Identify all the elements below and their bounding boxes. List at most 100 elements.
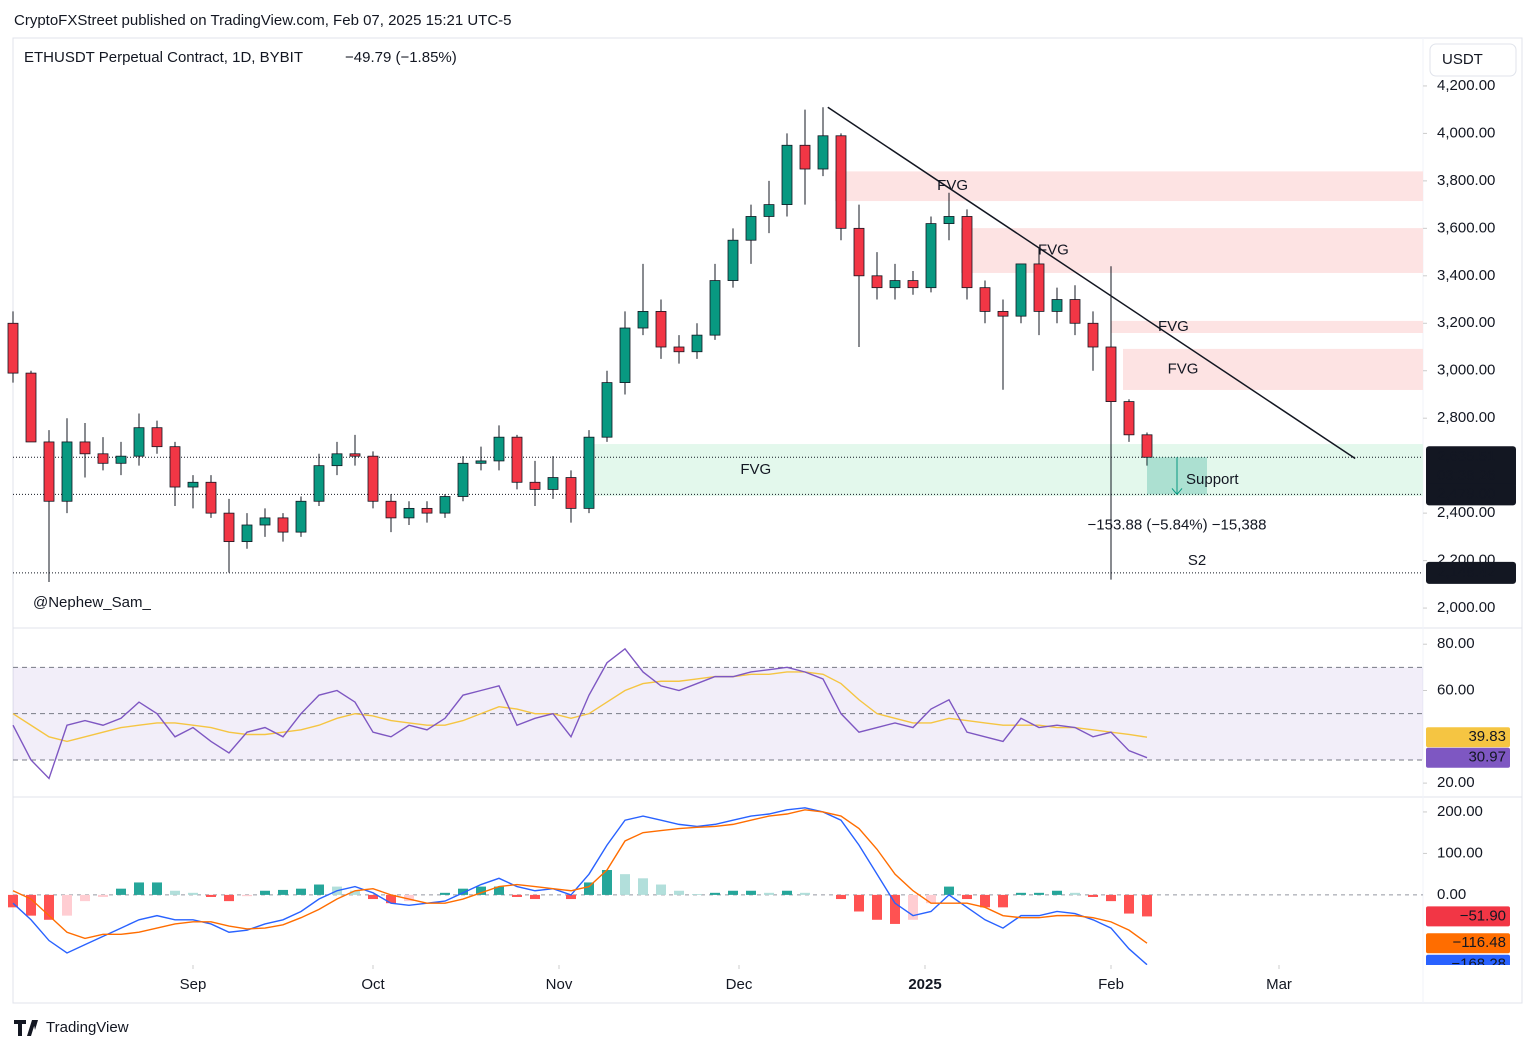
candle-body (241, 524, 253, 543)
macd-histogram-bar (674, 890, 684, 895)
macd-histogram-bar (98, 894, 108, 897)
candle-body (961, 216, 973, 289)
macd-histogram-bar (710, 892, 720, 895)
candle-body (7, 322, 19, 374)
candle-body (1141, 434, 1153, 458)
candle-body (43, 441, 55, 502)
y-tick-label: 200.00 (1437, 803, 1483, 820)
macd-histogram-bar (116, 888, 126, 895)
pane: 0.00 100.00 200.00 −168.28 −116.48 −51.90 (8, 803, 1510, 965)
macd-histogram-bar (260, 890, 270, 895)
level-badge (1426, 561, 1516, 584)
pane: 20.00 60.00 80.00 39.83 30.97 (12, 635, 1510, 791)
candle-body (799, 144, 811, 170)
y-tick-label: 2,800.00 (1437, 409, 1495, 426)
macd-histogram-bar (872, 894, 882, 920)
fvg-label: FVG (1038, 241, 1069, 258)
value-badge (1426, 727, 1510, 748)
y-tick-label: 2,400.00 (1437, 504, 1495, 521)
macd-histogram-bar (224, 894, 234, 902)
countdown: 03:38:26 (1437, 467, 1495, 484)
tv-logo (14, 1020, 38, 1036)
fvg-zone (589, 444, 1423, 497)
macd-histogram-bar (944, 886, 954, 895)
fvg-zone (1123, 348, 1423, 390)
value-badge (1426, 933, 1510, 954)
value-badge-label: 30.97 (1468, 749, 1506, 766)
candle-body (115, 455, 127, 464)
macd-histogram-bar (836, 894, 846, 900)
macd-histogram-bar (62, 894, 72, 916)
candle-body (781, 144, 793, 206)
candle-body (493, 436, 505, 462)
y-tick-label: 3,000.00 (1437, 362, 1495, 379)
candle-body (637, 311, 649, 329)
macd-histogram-bar (440, 892, 450, 895)
macd-histogram-bar (962, 894, 972, 900)
candle-body (889, 280, 901, 289)
candle-body (331, 453, 343, 467)
candle-body (1069, 299, 1081, 324)
candle-body (745, 216, 757, 241)
candle-body (709, 280, 721, 336)
s2-label: S2 (1188, 552, 1206, 569)
y-tick-label: 4,200.00 (1437, 77, 1495, 94)
candle-body (871, 275, 883, 289)
macd-histogram-bar (386, 894, 396, 904)
currency[interactable]: USDT (1442, 51, 1483, 68)
macd-histogram-bar (1034, 892, 1044, 895)
macd-histogram-bar (170, 890, 180, 895)
candle-body (61, 441, 73, 502)
y-tick-label: 100.00 (1437, 844, 1483, 861)
candle-body (673, 346, 685, 353)
macd-histogram-bar (494, 886, 504, 895)
x-tick-label: Mar (1266, 976, 1292, 993)
macd-histogram-bar (1142, 894, 1152, 917)
indicator-line (12, 809, 1148, 944)
y-tick-label: 20.00 (1437, 774, 1475, 791)
y-tick-label: 0.00 (1437, 886, 1466, 903)
macd-histogram-bar (584, 882, 594, 895)
macd-histogram-bar (8, 894, 18, 908)
candle-body (727, 239, 739, 281)
y-tick-label: 3,600.00 (1437, 219, 1495, 236)
macd-histogram-bar (1052, 890, 1062, 895)
candle-body (619, 327, 631, 384)
candle-body (457, 462, 469, 497)
y-tick-label: 3,200.00 (1437, 314, 1495, 331)
measure-label: −153.88 (−5.84%) −15,388 (1088, 516, 1267, 533)
value-badge (1426, 747, 1510, 768)
macd-histogram-bar (656, 884, 666, 895)
macd-histogram-bar (1124, 894, 1134, 914)
macd-histogram-bar (566, 894, 576, 900)
macd-histogram-bar (476, 886, 486, 895)
macd-histogram-bar (998, 894, 1008, 908)
candle-body (547, 477, 559, 490)
support-label: Support (1186, 471, 1239, 488)
candle-body (565, 477, 577, 509)
candle-body (205, 481, 217, 514)
candle-body (313, 465, 325, 502)
macd-histogram-bar (926, 894, 936, 904)
macd-histogram-bar (314, 884, 324, 895)
candle-body (655, 311, 667, 348)
macd-histogram-bar (296, 888, 306, 895)
candle-body (133, 427, 145, 457)
fvg-label: FVG (1158, 318, 1189, 335)
macd-histogram-bar (1088, 894, 1098, 897)
macd-histogram-bar (530, 894, 540, 900)
candle-body (475, 460, 487, 464)
candle-body (1123, 401, 1135, 436)
fvg-zone (961, 228, 1423, 273)
macd-histogram-bar (404, 894, 414, 902)
macd-histogram-bar (152, 882, 162, 895)
candle-body (187, 481, 199, 488)
currency-box[interactable] (1429, 43, 1517, 77)
macd-histogram-bar (44, 894, 54, 920)
macd-histogram-bar (368, 894, 378, 900)
candle-body (223, 512, 235, 543)
macd-histogram-bar (278, 889, 288, 895)
value-badge-label: 39.83 (1468, 728, 1506, 745)
macd-histogram-bar (206, 894, 216, 897)
